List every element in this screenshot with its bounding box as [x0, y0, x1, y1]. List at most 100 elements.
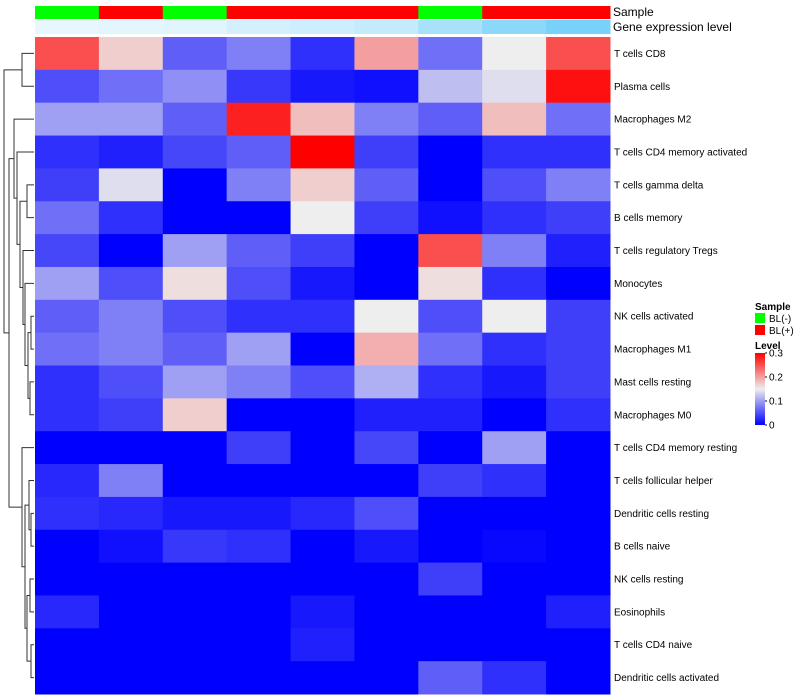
heatmap-cell	[98, 398, 164, 432]
heatmap-cell	[482, 595, 547, 629]
heatmap-cell	[290, 168, 355, 202]
heatmap-cell	[162, 332, 228, 366]
sample-annotation-cell	[98, 6, 164, 19]
heatmap-cell	[482, 398, 547, 432]
heatmap-cell	[162, 496, 228, 531]
row-label: T cells regulatory Tregs	[614, 246, 718, 257]
heatmap-cell	[546, 266, 611, 301]
sample-annotation-cell	[482, 6, 547, 19]
heatmap-cell	[418, 102, 483, 137]
heatmap-cell	[482, 69, 547, 104]
heatmap-cell	[98, 37, 164, 71]
sample-annotation-track	[35, 6, 611, 19]
heatmap-cell	[35, 496, 100, 531]
heatmap-cell	[546, 529, 611, 564]
gene-expression-annotation-cell	[482, 20, 547, 34]
dendrogram-branch	[24, 282, 34, 366]
heatmap-cell	[226, 529, 292, 564]
heatmap-cell	[98, 332, 164, 366]
heatmap-cell	[290, 135, 355, 169]
heatmap-cell	[418, 464, 483, 498]
heatmap-cell	[35, 266, 100, 301]
heatmap-cell	[354, 37, 419, 71]
row-label: Macrophages M0	[614, 410, 692, 421]
sample-annotation-cell	[226, 6, 292, 19]
heatmap-cell	[226, 628, 292, 662]
heatmap-cell	[546, 464, 611, 498]
heatmap-cell	[546, 168, 611, 202]
gene-expression-track-label: Gene expression level	[613, 20, 732, 34]
heatmap-cell	[354, 398, 419, 432]
heatmap-cell	[162, 168, 228, 202]
heatmap-cell	[226, 562, 292, 596]
heatmap-cell	[418, 299, 483, 334]
heatmap-cell	[354, 299, 419, 334]
heatmap-cell	[35, 332, 100, 366]
heatmap-cell	[290, 69, 355, 104]
dendrogram-branch	[30, 512, 34, 547]
heatmap-cell	[354, 464, 419, 498]
heatmap-cell	[290, 661, 355, 695]
gene-expression-annotation-cell	[546, 20, 611, 34]
heatmap-cell	[546, 201, 611, 235]
dendrogram-branch	[30, 315, 34, 350]
heatmap-cell	[226, 201, 292, 235]
heatmap-cell	[290, 201, 355, 235]
heatmap-cell	[35, 299, 100, 334]
heatmap-cell	[546, 496, 611, 531]
heatmap-cell	[290, 332, 355, 366]
row-label: B cells memory	[614, 213, 682, 224]
sample-legend-label-bl-pos: BL(+)	[769, 326, 794, 337]
heatmap-cell	[354, 595, 419, 629]
heatmap-cell	[162, 299, 228, 334]
heatmap-cell	[290, 37, 355, 71]
heatmap-cell	[482, 135, 547, 169]
heatmap-cell	[354, 661, 419, 695]
heatmap-cell	[418, 168, 483, 202]
heatmap-cell	[290, 529, 355, 564]
heatmap-cell	[482, 266, 547, 301]
row-label: NK cells resting	[614, 575, 683, 586]
heatmap-cell	[354, 234, 419, 268]
heatmap-cell	[354, 332, 419, 366]
heatmap-cell	[290, 562, 355, 596]
heatmap-cell	[354, 431, 419, 465]
heatmap-cell	[226, 496, 292, 531]
heatmap-cell	[418, 431, 483, 465]
heatmap-cell	[418, 661, 483, 695]
heatmap-cell	[418, 365, 483, 399]
level-legend-tick-label: 0.1	[769, 397, 783, 408]
heatmap-cell	[482, 661, 547, 695]
heatmap-cell	[35, 398, 100, 432]
heatmap-cell	[98, 431, 164, 465]
heatmap-cell	[162, 234, 228, 268]
row-label: Dendritic cells resting	[614, 509, 709, 520]
row-label: B cells naive	[614, 542, 671, 553]
heatmap-cell	[290, 234, 355, 268]
level-legend-ticks: 0.3 0.2 0.1 0	[765, 349, 783, 432]
heatmap-cell	[226, 266, 292, 301]
gene-expression-annotation-cell	[98, 20, 164, 34]
heatmap-cell	[290, 464, 355, 498]
heatmap-cell	[482, 562, 547, 596]
row-label: T cells gamma delta	[614, 180, 704, 191]
heatmap-cell	[418, 628, 483, 662]
heatmap-cell	[418, 266, 483, 301]
heatmap-cell	[290, 299, 355, 334]
heatmap-cell	[162, 595, 228, 629]
heatmap-cell	[98, 69, 164, 104]
heatmap-cell	[226, 234, 292, 268]
dendrogram-branch	[30, 644, 34, 679]
heatmap-cell	[290, 595, 355, 629]
gene-expression-annotation-cell	[290, 20, 355, 34]
dendrogram-branch	[29, 381, 34, 416]
heatmap-cell	[98, 266, 164, 301]
heatmap-cell	[162, 201, 228, 235]
row-label: Dendritic cells activated	[614, 673, 719, 684]
gene-expression-annotation-cell	[35, 20, 100, 34]
row-label: T cells CD4 memory resting	[614, 443, 737, 454]
heatmap-cell	[98, 234, 164, 268]
heatmap-cell	[35, 628, 100, 662]
heatmap-cell	[546, 332, 611, 366]
heatmap-cell	[162, 661, 228, 695]
